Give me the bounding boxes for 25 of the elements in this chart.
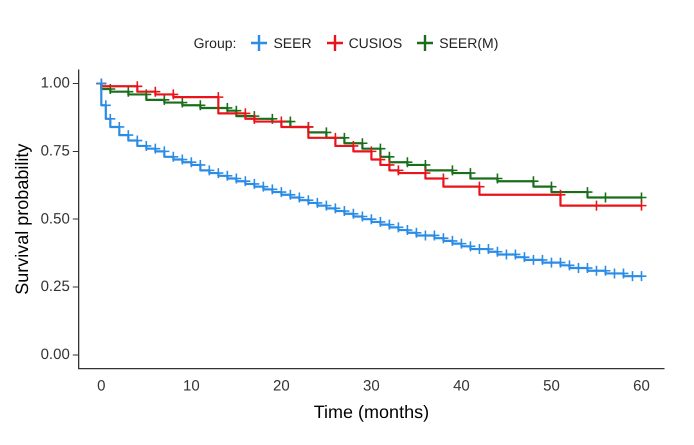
legend-label: CUSIOS <box>348 35 402 51</box>
x-tick-label: 40 <box>453 378 470 395</box>
legend-label: SEER <box>273 35 312 51</box>
y-tick-label: 0.50 <box>40 210 70 228</box>
y-axis-title: Survival probability <box>12 144 32 295</box>
y-tick-label: 0.25 <box>40 278 70 296</box>
legend-title: Group: <box>194 35 236 51</box>
x-tick-label: 60 <box>633 378 650 395</box>
x-tick-label: 50 <box>543 378 560 395</box>
x-tick-label: 0 <box>97 378 106 395</box>
point <box>194 99 206 112</box>
x-tick-label: 30 <box>363 378 380 395</box>
x-axis-title: Time (months) <box>314 402 430 422</box>
y-tick-label: 0.75 <box>40 142 70 160</box>
point <box>150 86 162 98</box>
point <box>248 113 260 125</box>
point <box>230 104 242 116</box>
point <box>122 86 134 98</box>
x-tick-label: 10 <box>182 378 200 395</box>
y-tick-label: 1.00 <box>40 74 70 92</box>
y-tick-label: 0.00 <box>40 346 70 363</box>
legend-label: SEER(M) <box>439 35 498 51</box>
point <box>266 113 278 125</box>
point <box>402 156 414 168</box>
x-tick-label: 20 <box>273 378 290 395</box>
